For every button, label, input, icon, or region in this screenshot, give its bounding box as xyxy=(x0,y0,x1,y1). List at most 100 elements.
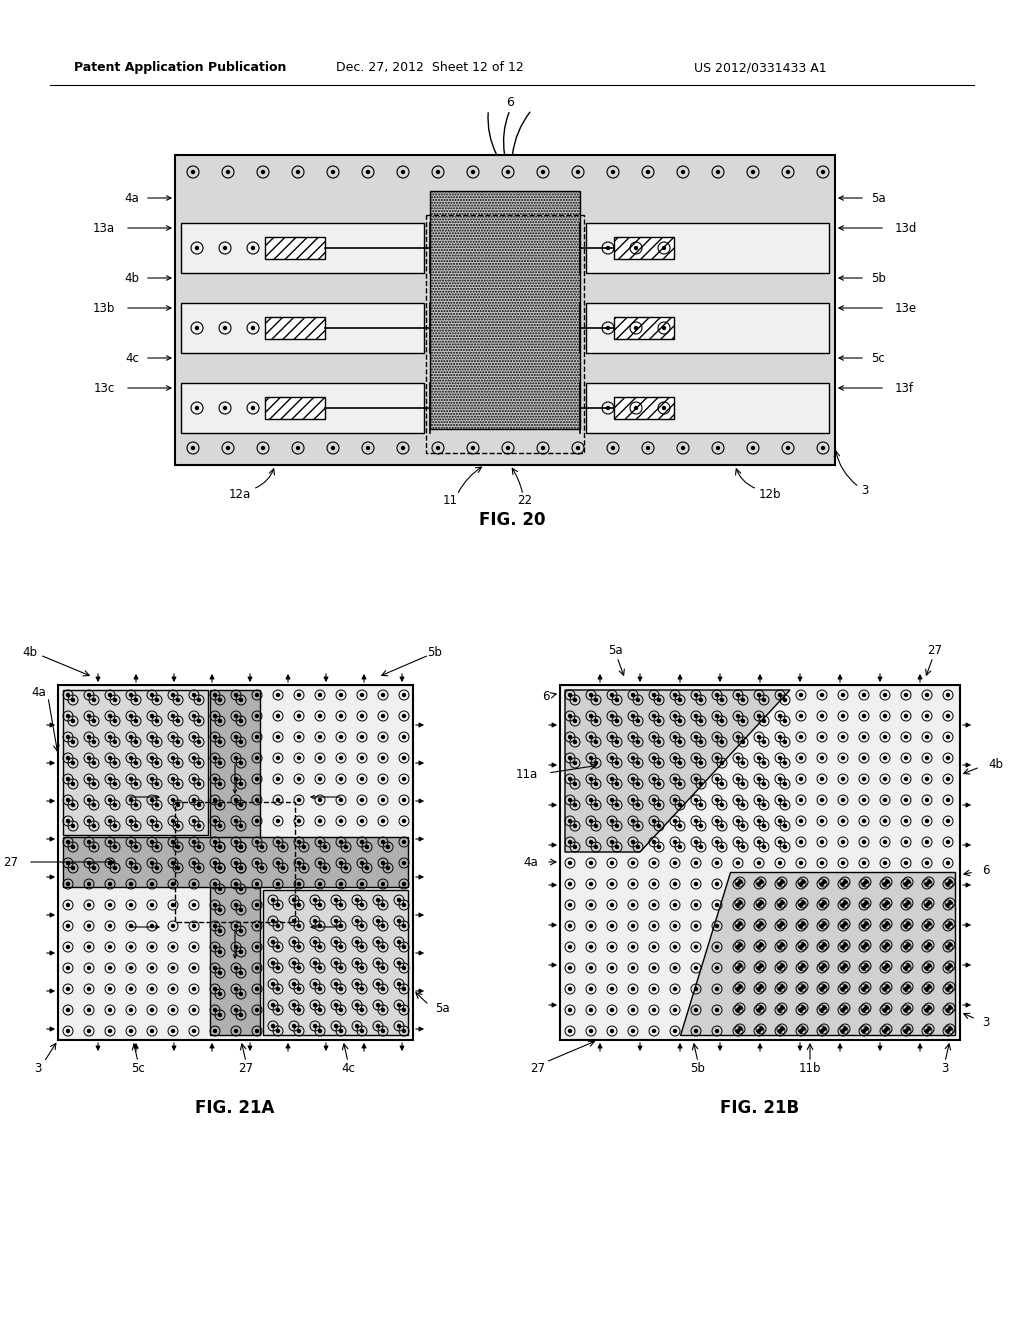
Circle shape xyxy=(674,714,677,718)
Circle shape xyxy=(298,841,300,843)
Circle shape xyxy=(590,841,593,843)
Circle shape xyxy=(171,777,174,780)
Circle shape xyxy=(716,862,719,865)
Circle shape xyxy=(193,987,196,990)
Circle shape xyxy=(218,972,221,974)
Circle shape xyxy=(946,735,949,738)
Circle shape xyxy=(298,1008,300,1011)
Circle shape xyxy=(218,887,221,891)
Circle shape xyxy=(632,862,635,865)
Circle shape xyxy=(402,924,406,928)
Circle shape xyxy=(72,762,75,764)
Circle shape xyxy=(716,945,719,949)
Circle shape xyxy=(213,799,216,801)
Text: 11: 11 xyxy=(442,495,458,507)
Circle shape xyxy=(298,945,300,949)
Circle shape xyxy=(738,1027,741,1031)
Circle shape xyxy=(800,1008,803,1011)
Circle shape xyxy=(760,1027,763,1031)
Circle shape xyxy=(844,923,847,925)
Circle shape xyxy=(752,446,755,450)
Circle shape xyxy=(298,714,300,718)
Circle shape xyxy=(240,866,243,870)
Circle shape xyxy=(568,945,571,949)
Circle shape xyxy=(699,783,702,785)
Circle shape xyxy=(382,841,384,843)
Circle shape xyxy=(198,866,201,870)
Circle shape xyxy=(886,944,889,946)
Circle shape xyxy=(637,783,640,785)
Circle shape xyxy=(652,903,655,907)
Circle shape xyxy=(800,883,803,886)
Circle shape xyxy=(271,982,274,986)
Circle shape xyxy=(886,1006,889,1010)
Circle shape xyxy=(760,965,763,968)
Circle shape xyxy=(335,899,338,902)
Circle shape xyxy=(590,756,593,759)
Circle shape xyxy=(402,777,406,780)
Circle shape xyxy=(820,1030,823,1032)
Circle shape xyxy=(842,1030,845,1032)
Circle shape xyxy=(92,762,95,764)
Circle shape xyxy=(298,756,300,759)
Circle shape xyxy=(615,825,618,828)
Circle shape xyxy=(946,693,949,697)
Circle shape xyxy=(615,719,618,722)
Circle shape xyxy=(820,693,823,697)
Circle shape xyxy=(946,777,949,780)
Circle shape xyxy=(114,698,117,701)
Circle shape xyxy=(366,866,369,870)
Circle shape xyxy=(382,903,384,907)
Circle shape xyxy=(256,1030,258,1032)
Circle shape xyxy=(240,1014,243,1016)
Circle shape xyxy=(360,966,364,969)
Circle shape xyxy=(276,714,280,718)
Circle shape xyxy=(948,1006,951,1010)
Circle shape xyxy=(129,756,132,759)
Circle shape xyxy=(340,714,342,718)
Circle shape xyxy=(632,987,635,990)
Circle shape xyxy=(758,987,761,990)
Circle shape xyxy=(218,741,221,743)
Circle shape xyxy=(276,1030,280,1032)
Circle shape xyxy=(716,777,719,780)
Circle shape xyxy=(948,902,951,904)
Circle shape xyxy=(573,762,577,764)
Circle shape xyxy=(402,883,406,886)
Circle shape xyxy=(67,756,70,759)
Circle shape xyxy=(820,862,823,865)
Circle shape xyxy=(820,777,823,780)
Circle shape xyxy=(778,841,781,843)
Circle shape xyxy=(213,777,216,780)
Circle shape xyxy=(196,247,199,249)
Circle shape xyxy=(340,924,342,928)
Circle shape xyxy=(758,799,761,801)
Circle shape xyxy=(313,1024,316,1027)
Circle shape xyxy=(946,966,949,969)
Circle shape xyxy=(213,714,216,718)
Circle shape xyxy=(340,693,342,697)
Circle shape xyxy=(573,783,577,785)
Circle shape xyxy=(402,799,406,801)
Circle shape xyxy=(256,883,258,886)
Circle shape xyxy=(699,741,702,743)
Circle shape xyxy=(276,1008,280,1011)
Circle shape xyxy=(800,756,803,759)
Circle shape xyxy=(694,777,697,780)
Circle shape xyxy=(196,326,199,330)
Circle shape xyxy=(800,735,803,738)
Circle shape xyxy=(741,783,744,785)
Circle shape xyxy=(884,945,887,949)
Circle shape xyxy=(862,1030,865,1032)
Circle shape xyxy=(906,880,909,883)
Circle shape xyxy=(193,903,196,907)
Circle shape xyxy=(864,1006,867,1010)
Circle shape xyxy=(632,799,635,801)
Circle shape xyxy=(176,846,179,849)
Circle shape xyxy=(282,846,285,849)
Circle shape xyxy=(218,804,221,807)
Circle shape xyxy=(694,1008,697,1011)
Circle shape xyxy=(663,247,666,249)
Circle shape xyxy=(256,799,258,801)
Circle shape xyxy=(721,846,724,849)
